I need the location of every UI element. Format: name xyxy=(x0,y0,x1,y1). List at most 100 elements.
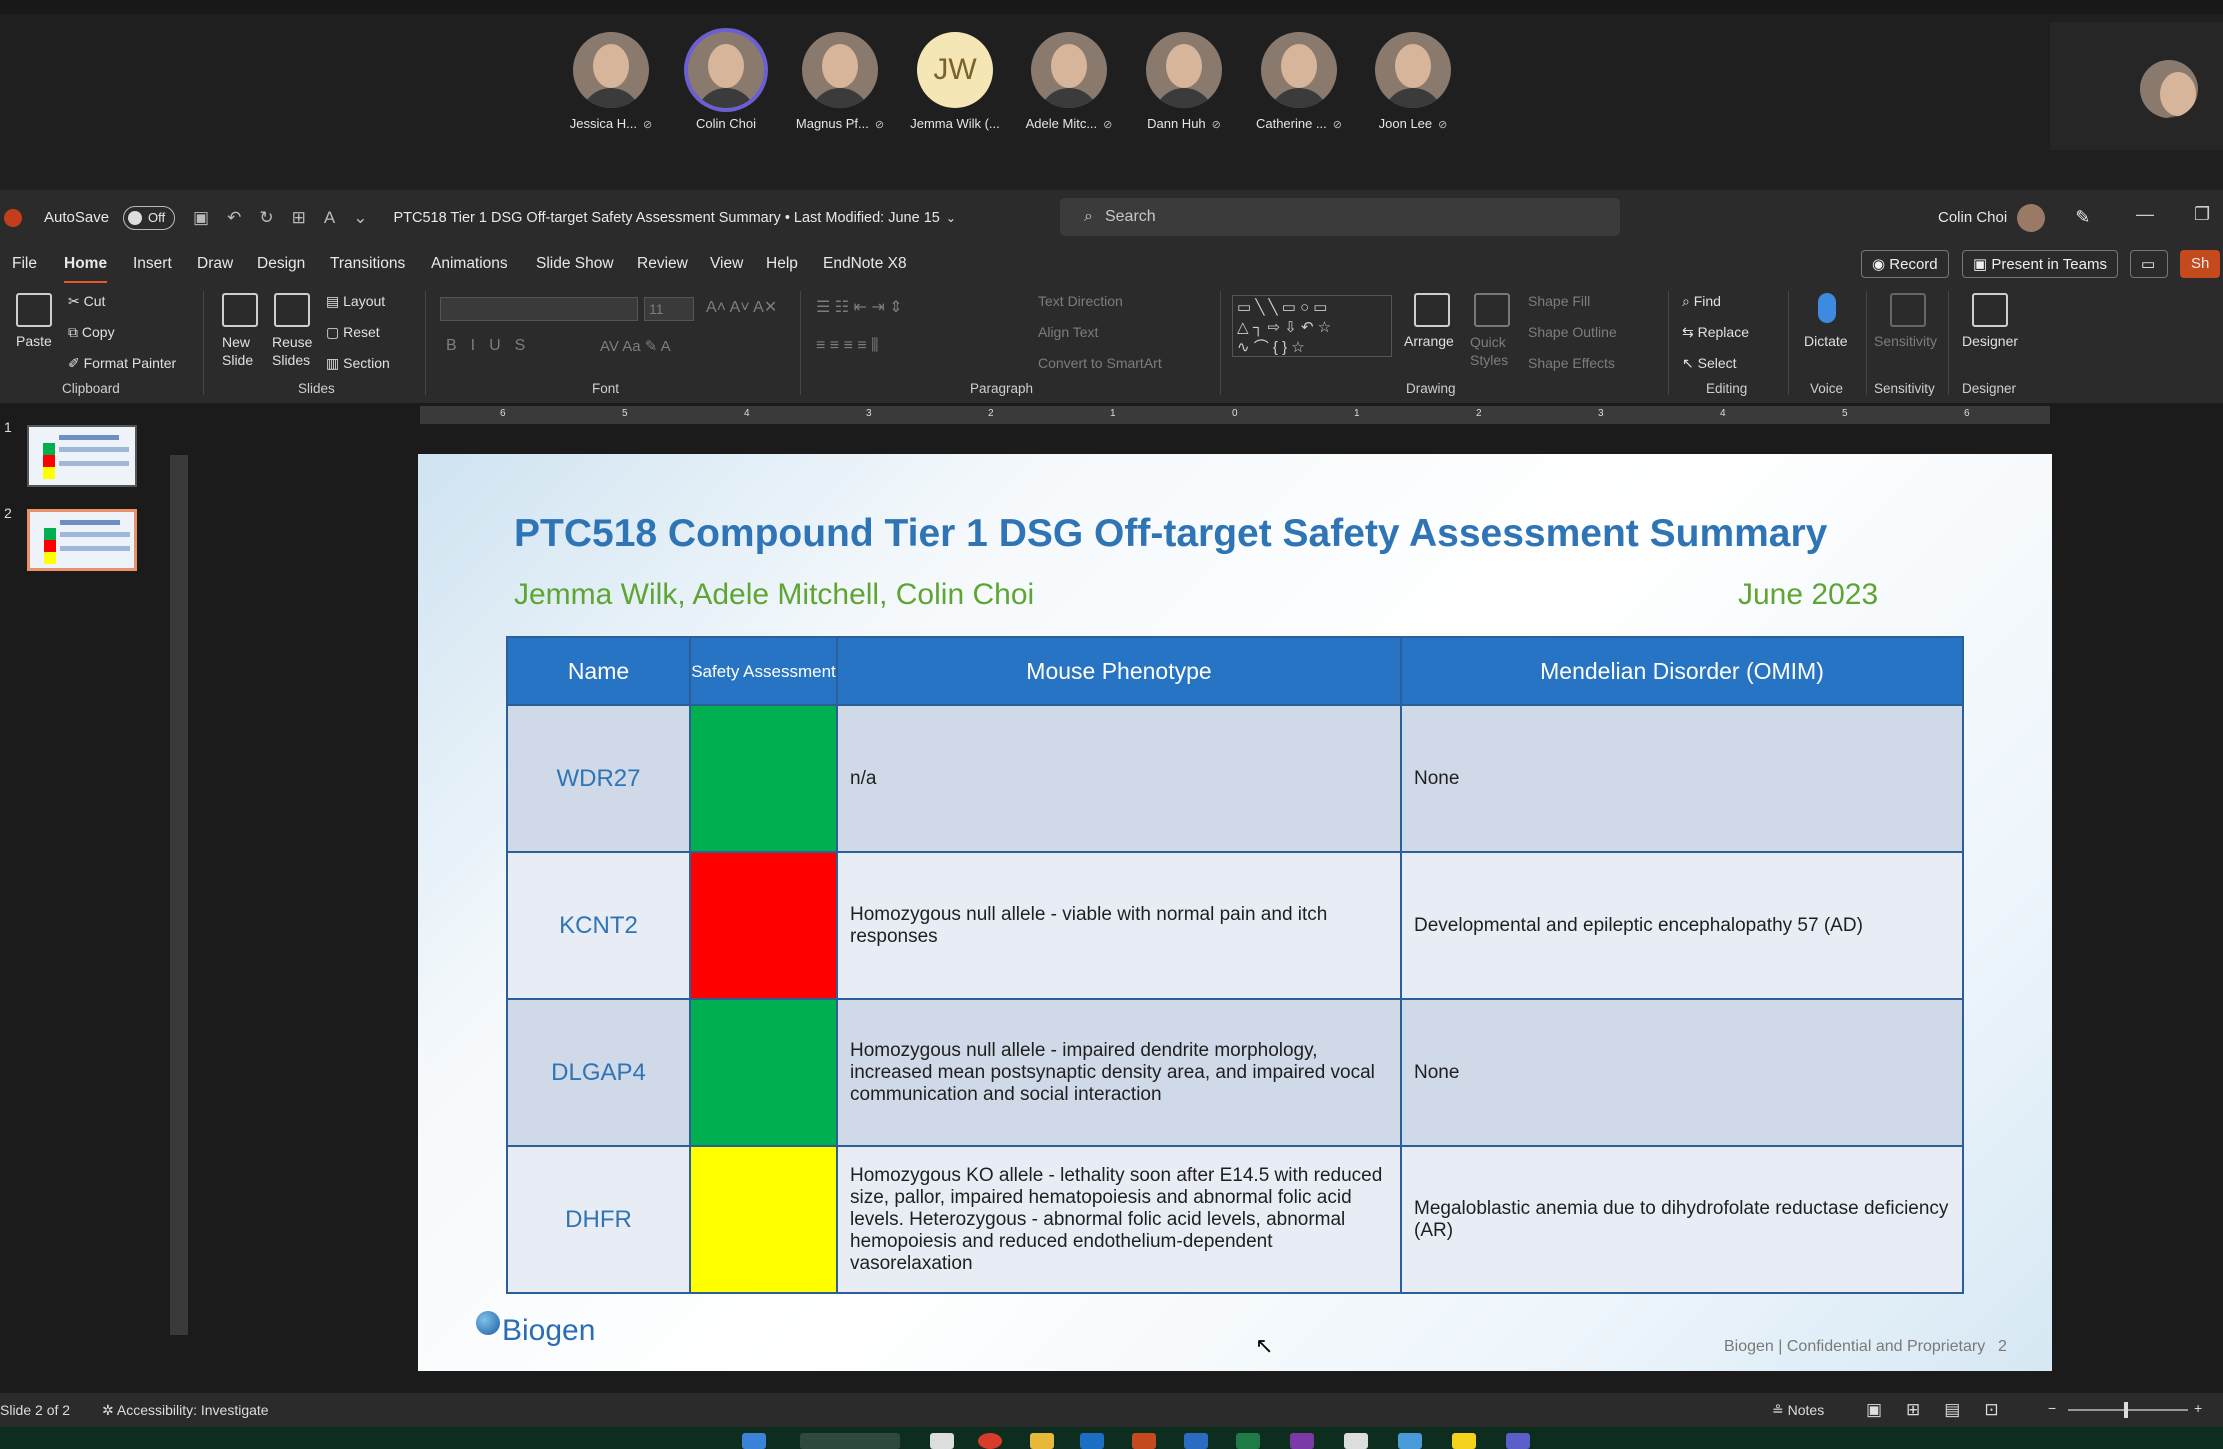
microphone-icon[interactable] xyxy=(1818,293,1836,323)
quick-styles-button[interactable]: Quick Styles xyxy=(1470,334,1509,368)
slide[interactable]: PTC518 Compound Tier 1 DSG Off-target Sa… xyxy=(418,454,2052,1371)
outlook-icon[interactable] xyxy=(1080,1433,1104,1449)
document-title[interactable]: PTC518 Tier 1 DSG Off-target Safety Asse… xyxy=(393,209,940,226)
comments-icon[interactable]: ▭ xyxy=(2130,250,2168,278)
alignment-icons[interactable]: ≡ ≡ ≡ ≡ ⫼ xyxy=(816,337,879,354)
zoom-in-icon[interactable]: + xyxy=(2194,1400,2203,1416)
quick-styles-icon[interactable] xyxy=(1474,293,1510,327)
record-button[interactable]: ◉ Record xyxy=(1861,250,1949,278)
view-buttons[interactable]: ▣⊞▤⊡ xyxy=(1866,1400,2023,1419)
slide-title[interactable]: PTC518 Compound Tier 1 DSG Off-target Sa… xyxy=(514,512,1828,555)
participant-tile[interactable]: Colin Choi xyxy=(671,32,781,131)
font-format-icons[interactable]: BIUS xyxy=(446,337,540,354)
onenote-icon[interactable] xyxy=(1290,1433,1314,1449)
self-view-tile[interactable] xyxy=(2050,22,2223,150)
participant-tile[interactable]: Joon Lee ⊘ xyxy=(1358,32,1468,131)
find-button[interactable]: ⌕ Find xyxy=(1682,293,1721,310)
excel-icon[interactable] xyxy=(1236,1433,1260,1449)
arrange-icon[interactable] xyxy=(1414,293,1450,327)
new-slide-icon[interactable] xyxy=(222,293,258,327)
app-icon[interactable] xyxy=(1398,1433,1422,1449)
text-direction-button[interactable]: Text Direction xyxy=(1038,293,1123,309)
tab-help[interactable]: Help xyxy=(766,255,798,272)
chevron-down-icon[interactable]: ⌄ xyxy=(945,210,956,225)
tab-endnote[interactable]: EndNote X8 xyxy=(823,255,907,272)
tab-insert[interactable]: Insert xyxy=(133,255,172,272)
participant-tile[interactable]: Dann Huh ⊘ xyxy=(1129,32,1239,131)
tab-file[interactable]: File xyxy=(12,255,37,272)
minimize-icon[interactable]: — xyxy=(2136,204,2154,224)
acrobat-icon[interactable] xyxy=(1344,1433,1368,1449)
present-in-teams-button[interactable]: ▣ Present in Teams xyxy=(1962,250,2118,278)
font-color-icon[interactable]: A xyxy=(323,207,336,227)
designer-button[interactable]: Designer xyxy=(1962,333,2019,349)
section-button[interactable]: ▥ Section xyxy=(326,355,390,372)
reuse-slides-button[interactable]: Reuse Slides xyxy=(272,334,313,368)
notes-button[interactable]: ≗ Notes xyxy=(1772,1402,1824,1419)
undo-icon[interactable]: ↶ xyxy=(227,207,242,227)
participant-tile[interactable]: Jessica H... ⊘ xyxy=(556,32,666,131)
shape-effects-button[interactable]: Shape Effects xyxy=(1528,355,1615,371)
slide-date[interactable]: June 2023 xyxy=(1738,578,1879,611)
list-icons[interactable]: ☰ ☷ ⇤ ⇥ ⇕ xyxy=(816,299,903,316)
select-button[interactable]: ↖ Select xyxy=(1682,355,1737,372)
zoom-slider[interactable] xyxy=(2068,1402,2188,1418)
redo-icon[interactable]: ↻ xyxy=(259,207,274,227)
pen-icon[interactable]: ✎ xyxy=(2075,207,2091,227)
tab-design[interactable]: Design xyxy=(257,255,306,272)
tab-review[interactable]: Review xyxy=(637,255,688,272)
reset-button[interactable]: ▢ Reset xyxy=(326,324,380,341)
align-text-button[interactable]: Align Text xyxy=(1038,324,1099,340)
slide-authors[interactable]: Jemma Wilk, Adele Mitchell, Colin Choi xyxy=(514,578,1035,611)
taskbar-search[interactable] xyxy=(800,1433,900,1449)
cut-button[interactable]: ✂ Cut xyxy=(68,293,105,310)
participant-tile[interactable]: Catherine ... ⊘ xyxy=(1244,32,1354,131)
slide-thumbnail-1[interactable] xyxy=(27,425,137,487)
folder-icon[interactable] xyxy=(1030,1433,1054,1449)
new-slide-button[interactable]: New Slide xyxy=(222,334,254,368)
font-grow-shrink-icons[interactable]: A˄ A˅ A✕ xyxy=(706,299,778,316)
tab-draw[interactable]: Draw xyxy=(197,255,234,272)
word-icon[interactable] xyxy=(1184,1433,1208,1449)
start-icon[interactable] xyxy=(742,1433,766,1449)
tab-home[interactable]: Home xyxy=(64,255,108,284)
start-slideshow-icon[interactable]: ⊞ xyxy=(291,207,306,227)
sensitivity-button[interactable]: Sensitivity xyxy=(1874,333,1938,349)
accessibility-button[interactable]: ✲ Accessibility: Investigate xyxy=(102,1402,269,1419)
copy-button[interactable]: ⧉ Copy xyxy=(68,324,115,341)
font-size-select[interactable]: 11 xyxy=(644,297,694,321)
font-family-select[interactable] xyxy=(440,297,638,321)
search-box[interactable]: ⌕ Search xyxy=(1060,198,1620,236)
sensitivity-icon[interactable] xyxy=(1890,293,1926,327)
font-spacing-case-icons[interactable]: AV Aa ✎ A xyxy=(600,338,671,355)
reuse-slides-icon[interactable] xyxy=(274,293,310,327)
layout-button[interactable]: ▤ Layout xyxy=(326,293,385,310)
shape-outline-button[interactable]: Shape Outline xyxy=(1528,324,1617,340)
tab-transitions[interactable]: Transitions xyxy=(330,255,406,272)
restore-icon[interactable]: ❐ xyxy=(2194,204,2211,224)
dictate-button[interactable]: Dictate xyxy=(1804,333,1848,349)
save-icon[interactable]: ▣ xyxy=(193,207,210,227)
designer-icon[interactable] xyxy=(1972,293,2008,327)
replace-button[interactable]: ⇆ Replace xyxy=(1682,324,1749,341)
slide-thumbnail-2[interactable] xyxy=(27,509,137,571)
assessment-table[interactable]: Name Safety Assessment Mouse Phenotype M… xyxy=(506,636,1964,1294)
tab-view[interactable]: View xyxy=(710,255,744,272)
autosave-toggle[interactable]: Off xyxy=(123,205,176,230)
sticky-notes-icon[interactable] xyxy=(1452,1433,1476,1449)
participant-tile[interactable]: JW Jemma Wilk (... xyxy=(900,32,1010,131)
participant-tile[interactable]: Adele Mitc... ⊘ xyxy=(1014,32,1124,131)
file-icon[interactable] xyxy=(930,1433,954,1449)
format-painter-button[interactable]: ✐ Format Painter xyxy=(68,355,176,372)
share-button[interactable]: Sh xyxy=(2180,250,2221,278)
participant-tile[interactable]: Magnus Pf... ⊘ xyxy=(785,32,895,131)
powerpoint-taskbar-icon[interactable] xyxy=(1132,1433,1156,1449)
chrome-icon[interactable] xyxy=(978,1433,1002,1449)
shape-fill-button[interactable]: Shape Fill xyxy=(1528,293,1591,309)
convert-smartart-button[interactable]: Convert to SmartArt xyxy=(1038,355,1162,371)
tab-slide-show[interactable]: Slide Show xyxy=(536,255,614,272)
shapes-gallery[interactable]: ▭ ╲ ╲ ▭ ○ ▭ △ ┐ ⇨ ⇩ ↶ ☆ ∿ ⌒ { } ☆ xyxy=(1232,295,1392,357)
teams-taskbar-icon[interactable] xyxy=(1506,1433,1530,1449)
tab-animations[interactable]: Animations xyxy=(431,255,508,272)
arrange-button[interactable]: Arrange xyxy=(1404,333,1454,349)
